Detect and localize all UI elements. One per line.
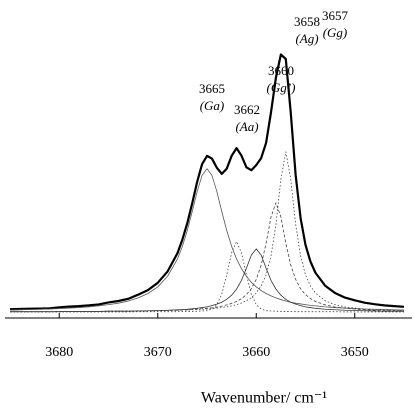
spectrum-line — [9, 168, 405, 311]
peak-assignment: (Ga) — [200, 98, 225, 113]
spectrum-line — [9, 53, 405, 311]
spectrum-line — [10, 241, 404, 313]
x-tick-label: 3680 — [45, 345, 73, 360]
peak-wavenumber: 3660 — [268, 63, 294, 78]
peak-wavenumber: 3658 — [294, 14, 320, 29]
peak-wavenumber: 3665 — [199, 81, 225, 96]
peak-wavenumber: 3662 — [234, 102, 260, 117]
x-tick-label: 3670 — [144, 345, 172, 360]
x-tick-label: 3650 — [341, 345, 369, 360]
peak-assignment: (Aa) — [235, 119, 258, 134]
peak-assignment: (Gg) — [323, 25, 348, 40]
spectrum-line — [10, 248, 404, 313]
peak-assignment: (Gg’) — [267, 80, 296, 95]
peak-assignment: (Ag) — [295, 31, 318, 46]
x-tick-label: 3660 — [242, 345, 270, 360]
peak-wavenumber: 3657 — [322, 8, 349, 23]
spectrum-line — [10, 151, 405, 313]
x-axis-label: Wavenumber/ cm⁻¹ — [201, 390, 327, 407]
spectrum-line — [10, 202, 405, 313]
